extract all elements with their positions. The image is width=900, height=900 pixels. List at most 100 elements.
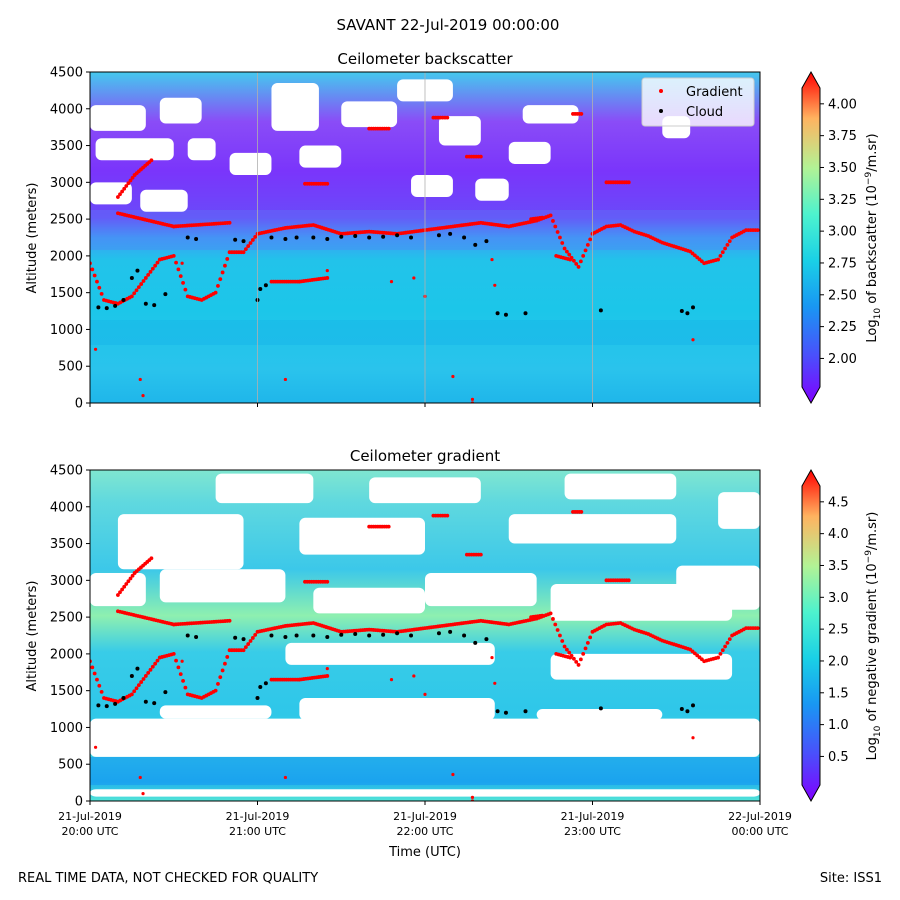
- x-tick-time-label: 20:00 UTC: [61, 825, 118, 838]
- gradient-marker: [225, 257, 230, 261]
- cloud-mask-region: [475, 178, 509, 201]
- cloud-mask-region: [285, 642, 495, 665]
- cloud-mask-region: [229, 152, 272, 175]
- gradient-marker: [150, 664, 155, 669]
- x-tick-time-label: 22:00 UTC: [396, 825, 453, 838]
- gradient-marker: [146, 272, 151, 277]
- colorbar-tick-label: 3.5: [828, 559, 849, 574]
- colorbar-tick-label: 3.00: [828, 225, 857, 240]
- gradient-marker: [540, 215, 545, 220]
- cloud-marker: [113, 303, 118, 308]
- gradient-marker: [723, 246, 728, 251]
- cloud-mask-region: [508, 141, 551, 164]
- x-tick-time-label: 23:00 UTC: [564, 825, 621, 838]
- gradient-marker: [138, 775, 142, 780]
- gradient-marker: [565, 647, 569, 652]
- gradient-marker: [253, 234, 258, 239]
- gradient-marker: [120, 587, 125, 592]
- cloud-marker: [104, 704, 109, 709]
- gradient-marker: [132, 689, 137, 694]
- backscatter-gradient-track: [90, 112, 760, 403]
- gradient-marker: [120, 189, 125, 194]
- cloud-marker: [339, 632, 344, 637]
- cloud-marker: [685, 709, 690, 714]
- gradient-marker: [445, 115, 450, 120]
- colorbar-tick-label: 4.00: [828, 97, 857, 112]
- cloud-mask-region: [299, 145, 342, 168]
- gradient-marker: [213, 688, 218, 693]
- gradient-marker: [574, 261, 579, 266]
- gradient-marker: [626, 180, 631, 185]
- cloud-mask-region: [718, 492, 760, 529]
- gradient-marker: [93, 745, 98, 749]
- cloud-marker: [462, 235, 467, 240]
- backscatter-colorbar-ticks: 2.00 2.25 2.50 2.75 3.00 3.25 3.50 3.75 4.00: [820, 97, 857, 367]
- y-tick-label: 4000: [50, 500, 83, 515]
- panel-title-backscatter: Ceilometer backscatter: [337, 50, 513, 68]
- gradient-marker: [727, 637, 732, 642]
- gradient-marker: [180, 659, 184, 663]
- gradient-colorbar-ticks: 0.5 1.0 1.5 2.0 2.5 3.0 3.5 4.0 4.5: [820, 495, 849, 765]
- cloud-mask-region: [299, 517, 425, 555]
- gradient-marker: [568, 257, 573, 262]
- cloud-mask-region: [215, 473, 314, 504]
- y-tick-label: 500: [58, 758, 83, 773]
- gradient-marker: [149, 158, 154, 163]
- backscatter-x-ticks: [89, 403, 761, 407]
- cloud-mask-region: [550, 653, 733, 680]
- gradient-marker: [250, 238, 255, 242]
- gradient-marker: [578, 259, 583, 264]
- y-tick-label: 4500: [50, 66, 83, 81]
- backscatter-colorbar-body: [801, 70, 821, 405]
- cloud-marker: [163, 690, 168, 695]
- cloud-marker: [194, 634, 199, 639]
- gradient-marker: [451, 772, 455, 777]
- colorbar-tick-label: 3.75: [828, 129, 857, 144]
- cloud-marker: [436, 233, 441, 238]
- y-tick-label: 0: [75, 795, 83, 810]
- gradient-marker: [558, 633, 562, 638]
- colorbar-tick-label: 2.50: [828, 288, 857, 303]
- gradient-marker: [727, 239, 732, 244]
- y-tick-label: 0: [75, 397, 83, 412]
- gradient-marker: [153, 661, 158, 666]
- footer-site: Site: ISS1: [820, 871, 882, 886]
- backscatter-cloud-points: [96, 231, 695, 317]
- cloud-marker: [163, 292, 168, 297]
- cloud-mask-region: [90, 105, 146, 131]
- gradient-marker: [243, 247, 248, 252]
- gradient-marker: [95, 677, 99, 682]
- cloud-marker: [367, 235, 372, 240]
- gradient-marker: [183, 287, 188, 292]
- colorbar-tick-label: 4.5: [828, 495, 849, 510]
- gradient-marker: [176, 665, 181, 670]
- gradient-marker: [493, 283, 497, 287]
- gradient-marker: [246, 642, 251, 646]
- backscatter-white-mask: [90, 79, 691, 212]
- gradient-marker: [116, 195, 120, 199]
- cloud-marker: [381, 632, 386, 637]
- gradient-marker: [283, 377, 288, 382]
- cloud-mask-region: [313, 587, 425, 614]
- cloud-marker: [269, 235, 274, 240]
- y-tick-label: 3500: [50, 139, 83, 154]
- gradient-marker: [423, 692, 427, 696]
- gradient-marker: [725, 242, 730, 247]
- gradient-marker: [718, 651, 723, 656]
- cloud-marker: [283, 236, 288, 241]
- gradient-marker: [585, 242, 590, 247]
- cloud-marker: [523, 311, 528, 316]
- gradient-marker: [243, 645, 248, 650]
- cloud-marker: [241, 637, 246, 642]
- cloud-marker: [283, 634, 288, 639]
- cloud-mask-region: [508, 514, 677, 544]
- gradient-marker: [553, 224, 558, 229]
- cloud-mask-region: [90, 789, 760, 797]
- gradient-marker: [141, 394, 145, 398]
- cloud-marker: [121, 298, 126, 303]
- gradient-marker: [253, 632, 258, 637]
- cloud-marker: [409, 235, 414, 240]
- y-tick-label: 2500: [50, 213, 83, 228]
- gradient-marker: [99, 689, 104, 694]
- cloud-mask-region: [159, 97, 202, 124]
